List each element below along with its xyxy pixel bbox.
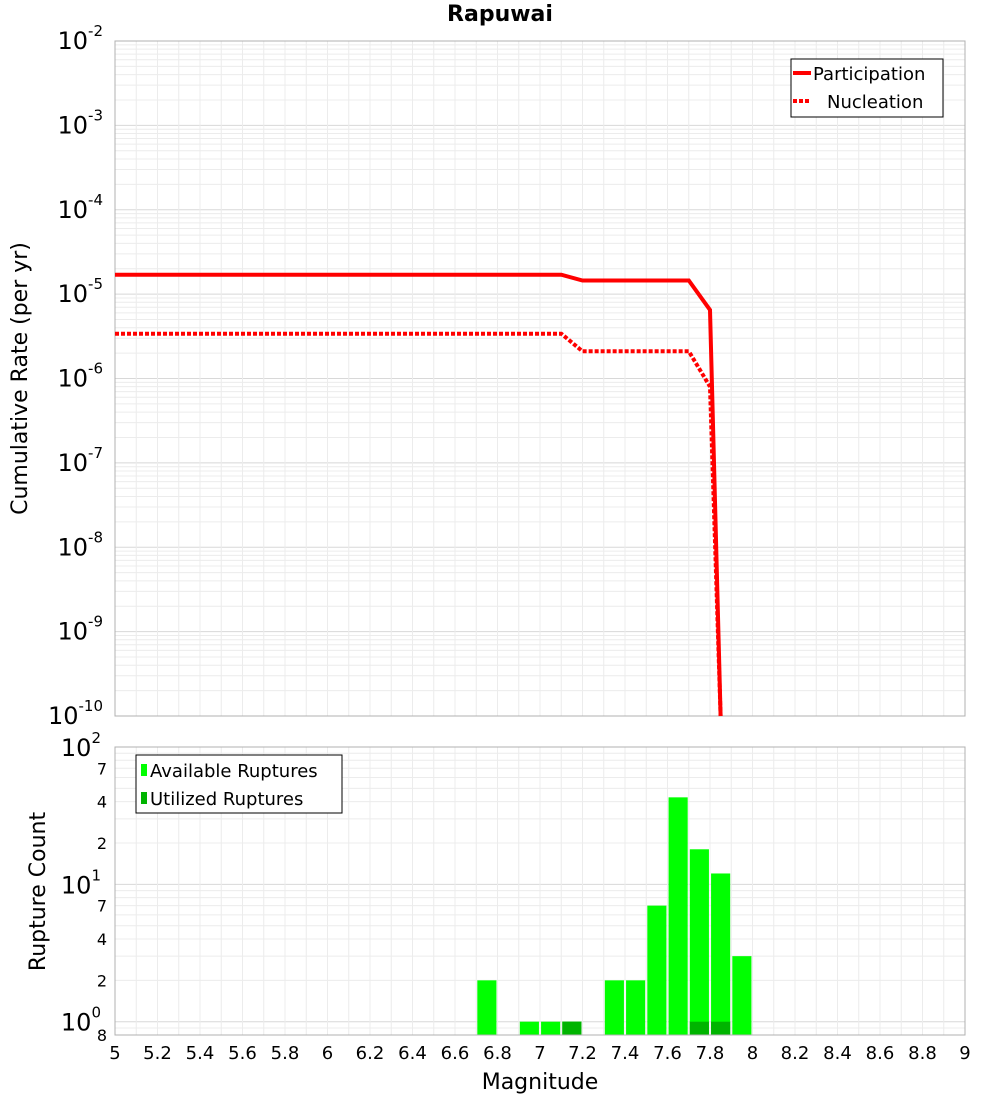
available-ruptures-legend-swatch <box>141 764 147 776</box>
available-ruptures-bar <box>689 849 709 1035</box>
bottom-y-tick-label: 8 <box>97 1026 107 1045</box>
x-tick-label: 7.6 <box>653 1043 682 1064</box>
x-tick-label: 6 <box>322 1043 333 1064</box>
bottom-y-tick-label: 7 <box>97 759 107 778</box>
x-tick-label: 7.2 <box>568 1043 597 1064</box>
available-ruptures-bar <box>626 980 646 1035</box>
utilized-ruptures-legend-swatch <box>141 792 147 804</box>
top-y-tick-label: 10-2 <box>57 22 103 55</box>
utilized-ruptures-bar <box>562 1021 582 1035</box>
participation-legend-label: Participation <box>813 64 925 85</box>
available-ruptures-bar <box>519 1021 539 1035</box>
available-ruptures-bar <box>477 980 497 1035</box>
x-tick-label: 5.2 <box>143 1043 172 1064</box>
available-ruptures-bar <box>647 905 667 1035</box>
top-y-tick-label: 10-9 <box>57 613 103 646</box>
cumulative-rate-plot: 10-2 10-3 10-4 10-5 10-6 10-7 10-8 10-9 10-10 Par… <box>48 22 966 730</box>
x-tick-label: 8.2 <box>781 1043 810 1064</box>
top-plot-frame <box>114 40 966 717</box>
top-y-tick-label: 10-6 <box>57 360 103 393</box>
participation-line <box>115 272 723 717</box>
top-y-tick-label: 10-3 <box>57 106 103 139</box>
bottom-y-tick-label: 102 <box>61 729 101 762</box>
x-axis-label: Magnitude <box>481 1070 599 1095</box>
top-legend: Participation Nucleation <box>790 58 944 118</box>
nucleation-legend-label: Nucleation <box>827 92 923 113</box>
available-ruptures-bar <box>732 956 752 1035</box>
bottom-y-tick-label: 4 <box>97 930 107 949</box>
bottom-legend-box <box>135 754 343 814</box>
x-tick-label: 7.8 <box>696 1043 725 1064</box>
x-tick-label: 8.4 <box>823 1043 852 1064</box>
x-tick-label: 7 <box>534 1043 545 1064</box>
utilized-ruptures-legend-label: Utilized Ruptures <box>150 789 303 810</box>
x-tick-label: 7.4 <box>611 1043 640 1064</box>
top-y-tick-label: 10-4 <box>57 191 103 224</box>
bottom-legend: Available Ruptures Utilized Ruptures <box>135 754 343 814</box>
x-tick-label: 6.2 <box>356 1043 385 1064</box>
bottom-y-tick-label: 101 <box>61 866 101 899</box>
utilized-ruptures-bar <box>711 1021 731 1035</box>
bottom-plot-frame <box>114 746 966 1036</box>
available-ruptures-bar <box>668 797 688 1035</box>
x-tick-label: 6.8 <box>483 1043 512 1064</box>
chart-title: Rapuwai <box>447 2 553 27</box>
top-y-tick-label: 10-7 <box>57 444 103 477</box>
bottom-y-tick-label: 4 <box>97 793 107 812</box>
available-ruptures-bar <box>711 873 731 1035</box>
available-ruptures-bar <box>604 980 624 1035</box>
bottom-y-tick-label: 2 <box>97 834 107 853</box>
x-tick-label: 6.6 <box>441 1043 470 1064</box>
x-tick-label: 8.6 <box>866 1043 895 1064</box>
x-tick-label: 5 <box>109 1043 120 1064</box>
bottom-y-tick-label: 2 <box>97 971 107 990</box>
utilized-ruptures-bar <box>689 1021 709 1035</box>
available-ruptures-legend-label: Available Ruptures <box>150 761 318 782</box>
x-tick-label: 8 <box>747 1043 758 1064</box>
top-y-tick-label: 10-8 <box>57 528 103 561</box>
bottom-y-tick-label: 100 <box>61 1004 101 1037</box>
x-tick-label: 9 <box>959 1043 970 1064</box>
top-y-tick-label: 10-10 <box>48 697 103 730</box>
x-tick-label: 8.8 <box>908 1043 937 1064</box>
available-ruptures-bar <box>541 1021 561 1035</box>
x-tick-label: 5.6 <box>228 1043 257 1064</box>
x-tick-label: 5.8 <box>271 1043 300 1064</box>
top-legend-box <box>790 58 944 118</box>
x-tick-label: 6.4 <box>398 1043 427 1064</box>
x-tick-label: 5.4 <box>186 1043 215 1064</box>
bottom-y-tick-label: 7 <box>97 897 107 916</box>
top-y-tick-label: 10-5 <box>57 275 103 308</box>
